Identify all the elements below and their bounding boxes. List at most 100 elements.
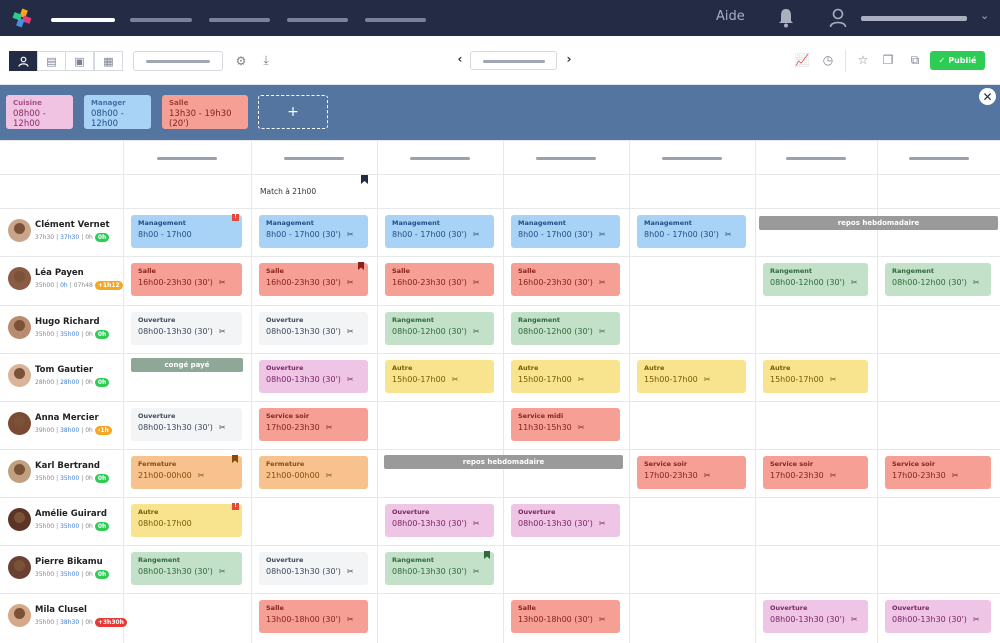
shift-time: 08h00-12h00 (30') ✂	[392, 327, 480, 336]
location-select[interactable]	[133, 51, 223, 71]
shift-autre[interactable]: Autre 15h00-17h00 ✂	[385, 360, 494, 393]
next-week-button[interactable]: ›	[566, 52, 572, 66]
settings-icon[interactable]: ⚙	[235, 54, 247, 68]
view-month-button[interactable]: ▦	[94, 51, 123, 71]
add-template-button[interactable]: +	[258, 95, 328, 129]
day-header[interactable]	[157, 157, 217, 160]
shift-ouverture-p[interactable]: Ouverture 08h00-13h30 (30') ✂	[763, 600, 868, 633]
app-logo-icon[interactable]	[12, 8, 32, 28]
shift-management[interactable]: Management 8h00 - 17h00 (30') ✂	[259, 215, 368, 248]
shift-management[interactable]: Management 8h00 - 17h00 (30') ✂	[637, 215, 746, 248]
shift-ouverture-p[interactable]: Ouverture 08h00-13h30 (30') ✂	[511, 504, 620, 537]
shift-ouverture-w[interactable]: Ouverture 08h00-13h30 (30') ✂	[259, 552, 368, 585]
shift-rangement[interactable]: Rangement 08h00-12h00 (30') ✂	[511, 312, 620, 345]
shift-salle[interactable]: Salle 13h00-18h00 (30') ✂	[511, 600, 620, 633]
conge-paye-band[interactable]: congé payé	[131, 358, 243, 372]
shift-salle[interactable]: Salle 16h00-23h30 (30') ✂	[385, 263, 494, 296]
shift-management[interactable]: Management 8h00 - 17h00 (30') ✂	[385, 215, 494, 248]
shift-service-soir[interactable]: Service soir 17h00-23h30 ✂	[637, 456, 746, 489]
shift-label: Salle	[392, 267, 410, 275]
day-header[interactable]	[410, 157, 470, 160]
template-cuisine[interactable]: Cuisine 08h00 - 12h00	[6, 95, 73, 129]
duplicate-icon[interactable]: ⧉	[910, 53, 920, 67]
planned-hours: 35h00	[35, 619, 55, 626]
shift-service-midi[interactable]: Service midi 11h30-15h30 ✂	[511, 408, 620, 441]
publish-button[interactable]: ✓ Publié	[930, 51, 985, 70]
shift-fermeture[interactable]: Fermeture 21h00-00h00 ✂	[259, 456, 368, 489]
shift-service-soir[interactable]: Service soir 17h00-23h30 ✂	[885, 456, 991, 489]
shift-ouverture-p[interactable]: Ouverture 08h00-13h30 (30') ✂	[385, 504, 494, 537]
clock-icon[interactable]: ◷	[822, 53, 834, 67]
employee-row[interactable]: Mila Clusel 35h00 | 38h30 | 0h +3h30h	[0, 593, 127, 641]
shift-autre[interactable]: Autre 15h00-17h00 ✂	[511, 360, 620, 393]
shift-service-soir[interactable]: Service soir 17h00-23h30 ✂	[763, 456, 868, 489]
employee-row[interactable]: Léa Payen 35h00 | 0h | 07h48 +1h12	[0, 256, 123, 304]
shift-management[interactable]: Management 8h00 - 17h00!	[131, 214, 242, 248]
repos-hebdomadaire-band[interactable]: repos hebdomadaire	[759, 216, 998, 230]
shift-autre[interactable]: Autre 15h00-17h00 ✂	[763, 360, 868, 393]
user-name[interactable]	[861, 16, 967, 21]
shift-autre[interactable]: Autre 08h00-17h00!	[131, 503, 242, 537]
help-link[interactable]: Aide	[716, 9, 745, 24]
day-header[interactable]	[908, 157, 969, 160]
download-icon[interactable]: ⤓	[263, 53, 269, 67]
template-manager[interactable]: Manager 08h00 - 12h00	[84, 95, 151, 129]
meal-icon: ✂	[346, 278, 354, 287]
shift-salle[interactable]: Salle 16h00-23h30 (30') ✂	[511, 263, 620, 296]
employee-row[interactable]: Anna Mercier 39h00 | 38h00 | 0h -1h	[0, 401, 123, 449]
extra-hours: 0h	[85, 619, 93, 626]
employee-row[interactable]: Clément Vernet 37h30 | 37h30 | 0h 0h	[0, 208, 123, 256]
view-employees-button[interactable]	[9, 51, 38, 71]
copy-icon[interactable]: ❐	[882, 53, 894, 67]
day-header[interactable]	[662, 157, 722, 160]
day-header[interactable]	[284, 157, 344, 160]
close-icon[interactable]: ✕	[979, 88, 996, 105]
bookmark-icon	[361, 175, 368, 184]
nav-tab[interactable]	[365, 18, 426, 22]
shift-rangement[interactable]: Rangement 08h00-13h30 (30') ✂	[131, 552, 242, 585]
employee-row[interactable]: Tom Gautier 28h00 | 28h00 | 0h 0h	[0, 353, 123, 401]
shift-time: 8h00 - 17h00	[138, 230, 192, 239]
meal-icon: ✂	[850, 615, 858, 624]
shift-salle[interactable]: Salle 16h00-23h30 (30') ✂	[131, 263, 242, 296]
view-day-button[interactable]: ▣	[65, 51, 94, 71]
nav-tab[interactable]	[287, 18, 348, 22]
contract-hours: 38h00	[60, 427, 80, 434]
shift-rangement[interactable]: Rangement 08h00-12h00 (30') ✂	[385, 312, 494, 345]
week-selector[interactable]	[470, 51, 557, 70]
chevron-down-icon[interactable]: ⌄	[980, 9, 990, 22]
previous-week-button[interactable]: ‹	[457, 52, 463, 66]
repos-hebdomadaire-band[interactable]: repos hebdomadaire	[384, 455, 623, 469]
shift-ouverture-w[interactable]: Ouverture 08h00-13h30 (30') ✂	[259, 312, 368, 345]
employee-row[interactable]: Pierre Bikamu 35h00 | 35h00 | 0h 0h	[0, 545, 123, 593]
view-list-button[interactable]: ▤	[37, 51, 66, 71]
shift-fermeture[interactable]: Fermeture 21h00-00h00 ✂	[131, 455, 242, 489]
day-header[interactable]	[786, 157, 846, 160]
shift-management[interactable]: Management 8h00 - 17h00 (30') ✂	[511, 215, 620, 248]
nav-tab[interactable]	[209, 18, 270, 22]
employee-row[interactable]: Hugo Richard 35h00 | 35h00 | 0h 0h	[0, 305, 123, 353]
shift-ouverture-w[interactable]: Ouverture 08h00-13h30 (30') ✂	[131, 312, 242, 345]
star-icon[interactable]: ☆	[857, 53, 869, 67]
employee-row[interactable]: Amélie Guirard 35h00 | 35h00 | 0h 0h	[0, 497, 123, 545]
bell-icon[interactable]	[777, 8, 795, 28]
shift-autre[interactable]: Autre 15h00-17h00 ✂	[637, 360, 746, 393]
shift-ouverture-w[interactable]: Ouverture 08h00-13h30 (30') ✂	[131, 408, 242, 441]
shift-salle[interactable]: Salle 13h00-18h00 (30') ✂	[259, 600, 368, 633]
user-icon[interactable]	[829, 8, 847, 28]
shift-salle[interactable]: Salle 16h00-23h30 (30') ✂	[259, 262, 368, 296]
shift-rangement[interactable]: Rangement 08h00-13h30 (30') ✂	[385, 551, 494, 585]
employee-row[interactable]: Karl Bertrand 35h00 | 35h00 | 0h 0h	[0, 449, 123, 497]
shift-service-soir[interactable]: Service soir 17h00-23h30 ✂	[259, 408, 368, 441]
day-header[interactable]	[536, 157, 596, 160]
nav-tab-active[interactable]	[51, 18, 115, 22]
shift-ouverture-p[interactable]: Ouverture 08h00-13h30 (30') ✂	[259, 360, 368, 393]
shift-rangement[interactable]: Rangement 08h00-12h00 (30') ✂	[763, 263, 868, 296]
template-salle[interactable]: Salle 13h30 - 19h30 (20')	[162, 95, 248, 129]
shift-ouverture-p[interactable]: Ouverture 08h00-13h30 (30') ✂	[885, 600, 991, 633]
chart-icon[interactable]: 📈	[794, 53, 810, 67]
template-name: Salle	[169, 99, 189, 107]
shift-rangement[interactable]: Rangement 08h00-12h00 (30') ✂	[885, 263, 991, 296]
nav-tab[interactable]	[130, 18, 192, 22]
event-note[interactable]: Match à 21h00	[260, 187, 317, 196]
